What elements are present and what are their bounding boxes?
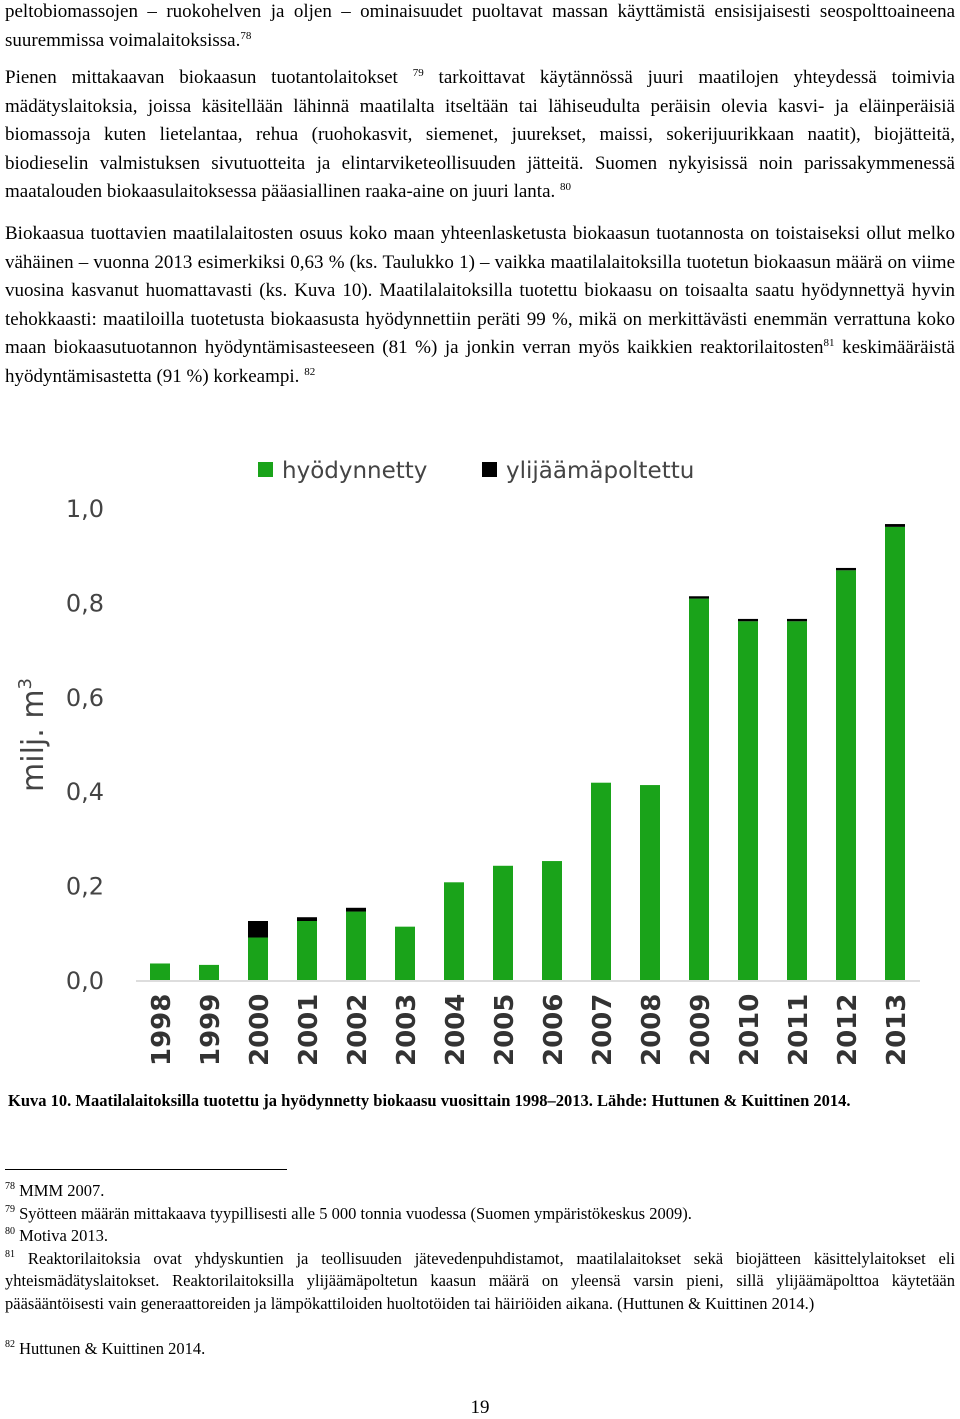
- x-tick-label: 2010: [735, 994, 765, 1066]
- paragraph-text: Pienen mittakaavan biokaasun tuotantolai…: [5, 67, 398, 88]
- bar-segment: [150, 963, 170, 980]
- footnote-number: 78: [5, 1181, 15, 1192]
- x-tick-label: 1998: [147, 994, 177, 1066]
- footnote-divider: [5, 1169, 287, 1170]
- x-axis: 1998 1999 2000 2001 2002 2003 2004 2005 2006 2007…: [136, 980, 920, 1066]
- y-tick-label: 1,0: [66, 495, 104, 523]
- bar-segment: [591, 782, 611, 980]
- footnote-text: Syötteen määrän mittakaava tyypillisesti…: [19, 1204, 692, 1223]
- footnote-ref-79[interactable]: 79: [412, 67, 424, 79]
- footnote-text: Huttunen & Kuittinen 2014.: [19, 1339, 206, 1358]
- legend-swatch: [482, 462, 497, 477]
- footnote-ref-81[interactable]: 81: [823, 337, 835, 349]
- legend-label: hyödynnetty: [282, 458, 427, 484]
- x-tick-label: 2008: [637, 994, 667, 1066]
- y-axis-label-base: milj. m: [16, 689, 51, 792]
- footnote-79: 79 Syötteen määrän mittakaava tyypillise…: [5, 1203, 955, 1225]
- footnote-number: 79: [5, 1204, 15, 1215]
- x-tick-label: 2003: [392, 994, 422, 1066]
- footnote-text: Motiva 2013.: [19, 1226, 109, 1245]
- x-tick-label: 2013: [882, 994, 912, 1066]
- footnote-text: Reaktorilaitoksia ovat yhdyskuntien ja t…: [5, 1249, 956, 1313]
- y-tick-label: 0,6: [66, 684, 104, 712]
- y-tick-label: 0,0: [66, 967, 104, 995]
- x-tick-label: 2001: [294, 994, 324, 1066]
- bar-segment: [689, 598, 709, 980]
- bar-segment: [346, 911, 366, 980]
- bar-segment: [444, 882, 464, 980]
- footnote-ref-78[interactable]: 78: [240, 29, 252, 42]
- y-axis: 0,0 0,2 0,4 0,6 0,8 1,0: [66, 495, 104, 995]
- paragraph-text: Biokaasua tuottavien maatilalaitosten os…: [5, 223, 955, 358]
- x-tick-label: 2005: [490, 994, 520, 1066]
- bar-segment: [493, 865, 513, 980]
- bar-segment: [395, 926, 415, 980]
- bar-segment: [199, 964, 219, 980]
- x-tick-label: 2002: [343, 994, 373, 1066]
- paragraph-small-scale-biogas: Pienen mittakaavan biokaasun tuotantolai…: [5, 64, 955, 207]
- page-number: 19: [470, 1397, 490, 1418]
- y-tick-label: 0,2: [66, 873, 104, 901]
- bar-segment: [297, 917, 317, 921]
- bar-segment: [689, 596, 709, 599]
- bar-segment: [738, 621, 758, 980]
- footnote-number: 82: [5, 1339, 15, 1350]
- footnote-number: 81: [5, 1249, 15, 1260]
- biogas-bar-chart: hyödynnetty ylijäämäpoltettu 0,0 0,2 0,4 0,6…: [15, 458, 920, 1066]
- paragraph-text: peltobiomassojen – ruokohelven ja oljen …: [5, 1, 955, 51]
- paragraph-intro-continuation: peltobiomassojen – ruokohelven ja oljen …: [5, 0, 955, 55]
- y-tick-label: 0,8: [66, 589, 104, 617]
- x-tick-label: 2007: [588, 994, 618, 1066]
- footnote-ref-82[interactable]: 82: [304, 365, 316, 378]
- bar-segment: [542, 861, 562, 980]
- bar-segment: [787, 621, 807, 980]
- y-axis-label-exponent: 3: [15, 678, 36, 689]
- bar-segment: [836, 570, 856, 980]
- bar-segment: [640, 785, 660, 980]
- x-tick-label: 1999: [196, 994, 226, 1066]
- footnote-number: 80: [5, 1226, 15, 1237]
- x-tick-label: 2011: [784, 994, 814, 1066]
- legend-label: ylijäämäpoltettu: [506, 458, 694, 484]
- x-tick-label: 2006: [539, 994, 569, 1066]
- bar-segment: [248, 937, 268, 980]
- bar-segment: [836, 567, 856, 571]
- figure-caption: Kuva 10. Maatilalaitoksilla tuotettu ja …: [8, 1091, 851, 1110]
- paragraph-text: tarkoittavat käytännössä juuri maatiloje…: [5, 67, 955, 202]
- bar-segment: [248, 921, 268, 938]
- x-tick-label: 2004: [441, 994, 471, 1066]
- footnote-text: MMM 2007.: [19, 1181, 105, 1200]
- bar-segment: [885, 524, 905, 527]
- bar-segment: [787, 618, 807, 622]
- footnote-80: 80 Motiva 2013.: [5, 1225, 955, 1247]
- bar-segment: [738, 618, 758, 622]
- paragraph-text: keskimääräistä hyödyntämisastetta (91 %)…: [5, 337, 955, 387]
- footnote-ref-80[interactable]: 80: [560, 181, 572, 193]
- chart-bars: [150, 524, 905, 980]
- x-tick-label: 2009: [686, 994, 716, 1066]
- paragraph-farm-share: Biokaasua tuottavien maatilalaitosten os…: [5, 220, 955, 391]
- chart-legend: hyödynnetty ylijäämäpoltettu: [258, 458, 694, 484]
- y-tick-label: 0,4: [66, 778, 104, 806]
- y-axis-label: milj. m3: [15, 678, 51, 792]
- x-tick-label: 2012: [833, 994, 863, 1066]
- legend-swatch: [258, 462, 273, 477]
- x-tick-label: 2000: [245, 994, 275, 1066]
- footnote-78: 78 MMM 2007.: [5, 1180, 955, 1202]
- bar-segment: [297, 921, 317, 980]
- bar-segment: [885, 526, 905, 980]
- footnote-81: 81 Reaktorilaitoksia ovat yhdyskuntien j…: [5, 1248, 955, 1315]
- bar-segment: [346, 907, 366, 912]
- footnote-82: 82 Huttunen & Kuittinen 2014.: [5, 1338, 955, 1360]
